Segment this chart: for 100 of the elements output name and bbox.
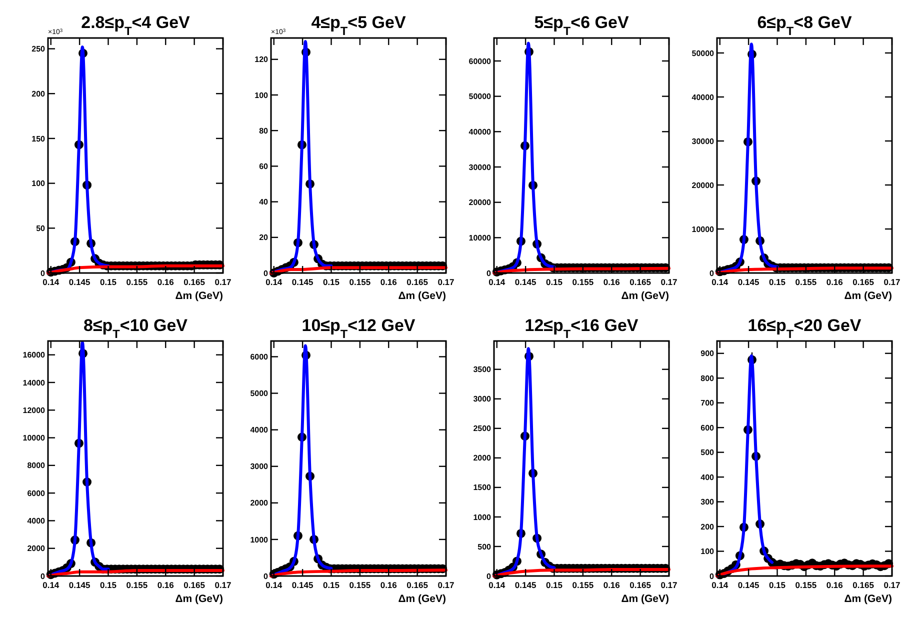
y-tick-label: 10000 [692, 224, 715, 234]
x-tick-label: 0.16 [380, 277, 398, 287]
y-tick-label: 0 [40, 572, 46, 581]
x-tick-label: 0.165 [630, 580, 652, 590]
x-axis-title: Δm (GeV) [844, 593, 892, 605]
y-tick-label: 4000 [250, 426, 269, 435]
y-tick-label: 3000 [473, 394, 492, 404]
x-tick-label: 0.145 [514, 580, 536, 590]
chart-title: 5≤p$_{T}$<6 GeV [534, 13, 630, 38]
y-tick-label: 8000 [27, 461, 46, 470]
y-tick-label: 900 [700, 349, 715, 358]
x-tick-label: 0.15 [322, 580, 340, 590]
x-tick-label: 0.165 [184, 580, 206, 590]
x-tick-label: 0.155 [795, 580, 817, 590]
x-tick-label: 0.165 [630, 277, 652, 287]
x-axis-title: Δm (GeV) [175, 593, 223, 605]
x-tick-label: 0.145 [738, 580, 760, 590]
y-tick-label: 0 [486, 268, 492, 278]
chart-title: 12≤p$_{T}$<16 GeV [524, 316, 639, 341]
x-tick-label: 0.17 [660, 580, 678, 590]
x-tick-label: 0.155 [572, 277, 594, 287]
x-tick-label: 0.15 [768, 580, 786, 590]
y-tick-label: 40 [259, 198, 269, 207]
y-tick-label: 50000 [468, 92, 492, 102]
x-tick-label: 0.145 [514, 277, 536, 287]
y-tick-label: 700 [700, 398, 715, 408]
x-tick-label: 0.165 [852, 580, 874, 590]
x-tick-label: 0.155 [126, 277, 148, 287]
y-tick-label: 200 [32, 89, 46, 98]
y-tick-label: 20 [259, 233, 269, 242]
y-tick-label: 10000 [22, 434, 46, 443]
x-tick-label: 0.16 [826, 580, 844, 590]
y-tick-label: 0 [264, 268, 269, 278]
y-tick-label: 100 [32, 179, 46, 188]
x-tick-label: 0.14 [488, 277, 506, 287]
y-tick-label: 16000 [22, 350, 46, 360]
y-tick-label: 1500 [473, 483, 492, 492]
y-tick-label: 300 [700, 498, 715, 507]
x-tick-label: 0.14 [488, 580, 506, 590]
x-tick-label: 0.165 [406, 580, 428, 590]
chart-title: 8≤p$_{T}$<10 GeV [83, 316, 188, 341]
y-tick-label: 10000 [468, 233, 492, 242]
x-tick-label: 0.145 [68, 580, 90, 590]
x-tick-label: 0.165 [852, 277, 874, 287]
y-tick-label: 80 [259, 126, 269, 136]
y-tick-label: 600 [700, 423, 715, 432]
x-tick-label: 0.16 [157, 580, 174, 590]
y-tick-label: 120 [254, 55, 269, 64]
y-tick-label: 250 [32, 44, 46, 54]
x-axis-title: Δm (GeV) [398, 290, 446, 302]
y-tick-label: 0 [40, 268, 46, 278]
x-tick-label: 0.145 [738, 277, 760, 287]
y-tick-label: 40000 [692, 92, 715, 102]
y-tick-label: 2000 [250, 498, 269, 508]
x-tick-label: 0.155 [795, 277, 817, 287]
x-axis-title: Δm (GeV) [398, 593, 446, 605]
y-tick-label: 2000 [473, 454, 492, 463]
chart-title: 4≤p$_{T}$<5 GeV [311, 13, 406, 38]
x-tick-label: 0.17 [884, 277, 901, 287]
y-tick-label: 800 [700, 374, 715, 383]
x-tick-label: 0.145 [292, 277, 314, 287]
x-tick-label: 0.15 [100, 580, 117, 590]
x-tick-label: 0.15 [768, 277, 786, 287]
x-tick-label: 0.14 [712, 580, 728, 590]
y-tick-label: 14000 [22, 378, 46, 388]
y-tick-label: 0 [486, 572, 492, 581]
x-tick-label: 0.155 [349, 277, 371, 287]
y-tick-label: 2000 [27, 544, 46, 554]
x-axis-title: Δm (GeV) [621, 290, 669, 302]
y-tick-label: 30000 [692, 136, 715, 146]
y-tick-label: 150 [32, 134, 46, 144]
y-tick-label: 500 [478, 542, 492, 552]
y-tick-label: 100 [254, 90, 269, 100]
x-tick-label: 0.155 [126, 580, 148, 590]
x-tick-label: 0.16 [380, 580, 398, 590]
y-tick-label: 100 [700, 547, 715, 556]
x-tick-label: 0.14 [42, 277, 60, 287]
y-tick-label: 3500 [473, 365, 492, 374]
x-tick-label: 0.14 [42, 580, 60, 590]
x-tick-label: 0.165 [184, 277, 206, 287]
x-tick-label: 0.16 [157, 277, 174, 287]
y-tick-label: 0 [710, 572, 715, 581]
y-tick-label: 20000 [468, 198, 492, 208]
y-tick-label: 6000 [27, 488, 46, 498]
x-axis-title: Δm (GeV) [621, 593, 669, 605]
x-tick-label: 0.15 [546, 580, 563, 590]
x-axis-title: Δm (GeV) [175, 290, 223, 302]
chart-title: 6≤p$_{T}$<8 GeV [757, 13, 852, 38]
y-tick-label: 5000 [250, 389, 269, 398]
x-tick-label: 0.17 [438, 277, 455, 287]
y-tick-label: 1000 [250, 535, 269, 544]
x-tick-label: 0.17 [214, 580, 232, 590]
x-tick-label: 0.15 [322, 277, 340, 287]
y-tick-label: 40000 [468, 127, 492, 136]
x-axis-title: Δm (GeV) [844, 290, 892, 302]
x-tick-label: 0.17 [438, 580, 455, 590]
y-tick-label: 3000 [250, 462, 269, 472]
y-tick-label: 1000 [473, 512, 492, 522]
y-tick-label: 200 [700, 522, 715, 532]
x-tick-label: 0.165 [406, 277, 428, 287]
